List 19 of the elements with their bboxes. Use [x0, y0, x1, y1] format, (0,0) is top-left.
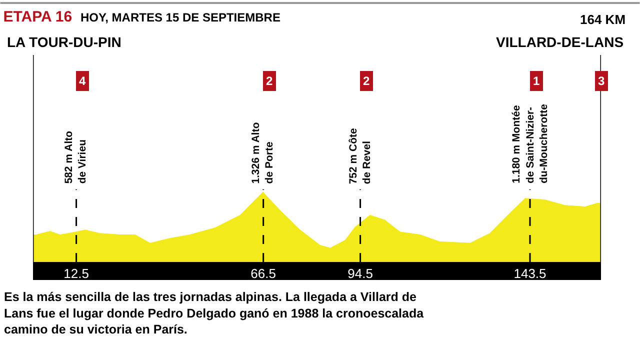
text: 2 [266, 74, 273, 88]
text: 4 [79, 74, 86, 88]
ref-line-label: VILLARD-DE-LANS [496, 34, 624, 50]
x-tick-label: 66.5 [250, 266, 276, 281]
text: 1 [533, 74, 540, 88]
ref-line-label: 752 m Côte de Revel [347, 128, 374, 184]
x-tick-label: 94.5 [348, 266, 373, 281]
ref-line-label: 1.180 m Montée de Saint-Nizier- du-Moucherotte [510, 104, 550, 184]
chart-subtitle: HOY, MARTES 15 DE SEPTIEMBRE [80, 10, 280, 24]
x-tick-label: 143.5 [514, 266, 546, 281]
ref-line-label: LA TOUR-DU-PIN [7, 34, 122, 50]
ref-line-label: 582 m Alto de Virieu [62, 130, 89, 184]
text: 3 [598, 74, 605, 88]
x-tick-label: 12.5 [64, 266, 89, 281]
text: Es la más sencilla de las tres jornadas alpinas. La llegada a Villard de Lans fue el lugar donde Pedro Delgado ganó en 1988 la cronoescalada camino de su victoria en París. [4, 290, 425, 336]
ref-line-label: 1.326 m Alto de Porte [250, 122, 276, 184]
chart-title: ETAPA 16 [3, 8, 72, 26]
text: 2 [363, 74, 370, 88]
text: 164 KM [580, 12, 626, 27]
